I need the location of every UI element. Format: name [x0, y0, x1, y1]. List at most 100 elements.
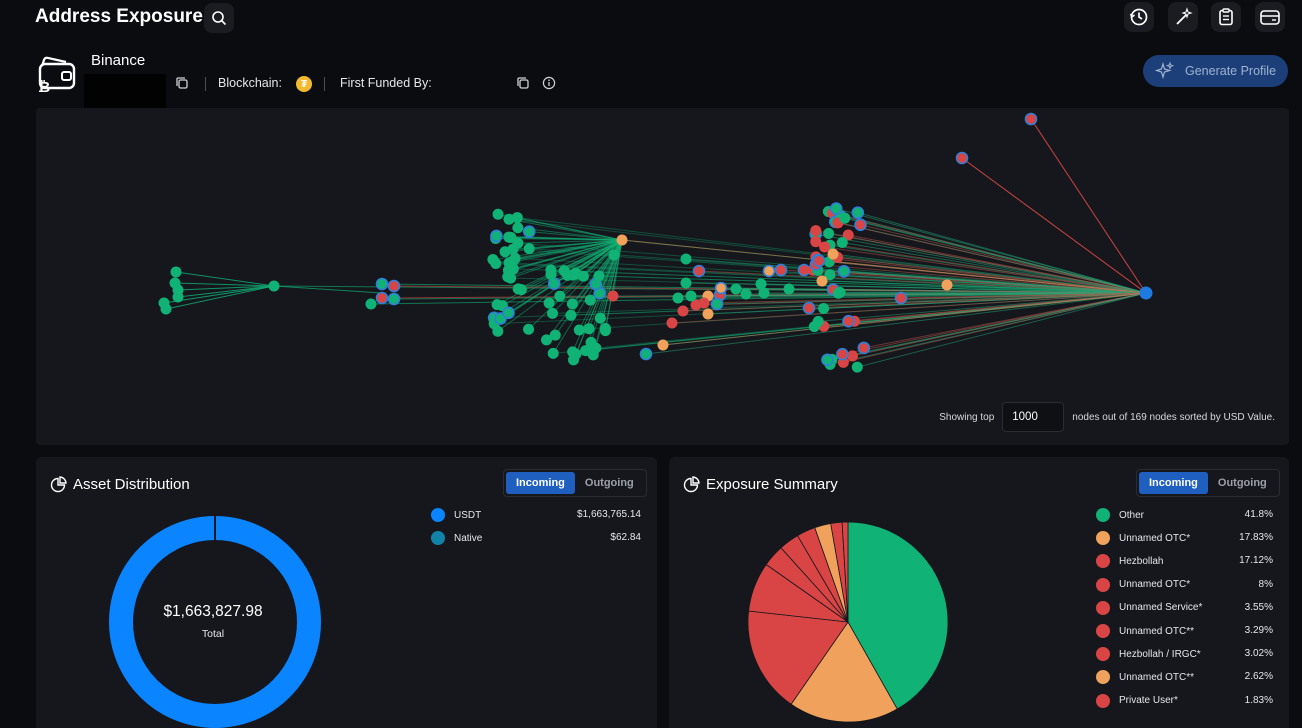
graph-node[interactable]	[941, 279, 953, 291]
incoming-tab[interactable]: Incoming	[1139, 472, 1208, 494]
copy-funder-icon[interactable]	[516, 76, 530, 90]
graph-node[interactable]	[829, 202, 843, 215]
graph-node[interactable]	[499, 246, 511, 258]
graph-node[interactable]	[573, 324, 585, 336]
graph-node[interactable]	[608, 249, 620, 261]
graph-node[interactable]	[740, 288, 752, 300]
graph-node[interactable]	[802, 301, 816, 315]
legend-item[interactable]: Unnamed OTC**	[1096, 668, 1194, 686]
graph-node[interactable]	[758, 287, 770, 299]
graph-node[interactable]	[268, 280, 280, 292]
graph-node[interactable]	[810, 236, 822, 248]
graph-node[interactable]	[160, 303, 172, 315]
graph-node[interactable]	[1024, 112, 1038, 126]
graph-node[interactable]	[375, 277, 389, 291]
graph-node[interactable]	[587, 349, 599, 361]
graph-node[interactable]	[594, 312, 606, 324]
graph-node[interactable]	[823, 227, 835, 239]
graph-node[interactable]	[503, 257, 515, 269]
outgoing-tab[interactable]: Outgoing	[584, 477, 634, 489]
graph-node[interactable]	[824, 269, 836, 281]
graph-node[interactable]	[672, 292, 684, 304]
graph-node[interactable]	[710, 297, 724, 311]
graph-node[interactable]	[837, 264, 851, 278]
graph-node[interactable]	[599, 325, 611, 337]
graph-node[interactable]	[832, 287, 844, 299]
graph-node[interactable]	[666, 317, 678, 329]
graph-node[interactable]	[857, 341, 871, 355]
graph-node[interactable]	[680, 277, 692, 289]
graph-node[interactable]	[730, 283, 742, 295]
graph-node[interactable]	[894, 291, 908, 305]
graph-node[interactable]	[387, 292, 401, 306]
graph-node[interactable]	[522, 225, 536, 238]
graph-node[interactable]	[577, 270, 589, 282]
graph-node[interactable]	[375, 291, 389, 305]
graph-node[interactable]	[558, 265, 570, 277]
generate-profile-button[interactable]: Generate Profile	[1143, 55, 1288, 87]
graph-node[interactable]	[846, 350, 858, 362]
graph-node[interactable]	[523, 243, 535, 255]
graph-node[interactable]	[490, 229, 503, 243]
graph-node[interactable]	[566, 298, 578, 310]
graph-node[interactable]	[762, 264, 776, 278]
graph-node[interactable]	[554, 290, 566, 302]
graph-node[interactable]	[812, 315, 824, 327]
graph-node[interactable]	[567, 346, 579, 358]
graph-node[interactable]	[714, 281, 728, 295]
graph-node[interactable]	[387, 279, 401, 293]
clipboard-button[interactable]	[1211, 2, 1241, 32]
graph-node[interactable]	[547, 307, 559, 319]
graph-node[interactable]	[523, 323, 535, 335]
exposure-graph[interactable]: Showing top nodes out of 169 nodes sorte…	[36, 108, 1289, 445]
outgoing-tab[interactable]: Outgoing	[1217, 477, 1267, 489]
graph-node[interactable]	[816, 275, 828, 287]
graph-node[interactable]	[172, 284, 184, 296]
graph-node[interactable]	[677, 305, 689, 317]
graph-node[interactable]	[955, 151, 969, 165]
pie-slice[interactable]	[790, 621, 898, 723]
graph-node[interactable]	[755, 278, 767, 290]
graph-node[interactable]	[543, 297, 555, 309]
graph-node[interactable]	[504, 232, 516, 244]
top-nodes-input[interactable]	[1002, 402, 1065, 432]
graph-node[interactable]	[566, 269, 578, 281]
graph-node[interactable]	[503, 213, 515, 225]
legend-item[interactable]: Unnamed OTC*	[1096, 576, 1190, 594]
legend-item[interactable]: Unnamed Service*	[1096, 599, 1202, 617]
network-graph[interactable]	[36, 108, 1289, 445]
graph-node[interactable]	[491, 299, 503, 311]
copy-address-icon[interactable]	[175, 76, 189, 90]
graph-node[interactable]	[685, 290, 697, 302]
graph-node[interactable]	[549, 329, 561, 341]
info-icon[interactable]	[542, 76, 556, 90]
graph-node[interactable]	[819, 241, 831, 253]
graph-node[interactable]	[842, 229, 854, 241]
graph-node[interactable]	[812, 254, 826, 267]
graph-node[interactable]	[839, 212, 851, 224]
graph-node[interactable]	[502, 306, 515, 320]
graph-node[interactable]	[616, 234, 628, 246]
graph-node[interactable]	[541, 334, 553, 346]
graph-node[interactable]	[827, 248, 839, 260]
legend-item[interactable]: Private User*	[1096, 692, 1178, 710]
graph-node[interactable]	[585, 336, 597, 348]
graph-node[interactable]	[854, 218, 867, 232]
graph-node[interactable]	[511, 212, 523, 224]
graph-node[interactable]	[836, 347, 849, 361]
legend-item[interactable]: Native	[431, 529, 482, 547]
graph-node[interactable]	[836, 236, 848, 248]
graph-node[interactable]	[657, 339, 669, 351]
legend-item[interactable]: USDT	[431, 506, 481, 524]
incoming-tab[interactable]: Incoming	[506, 472, 575, 494]
graph-node[interactable]	[702, 308, 714, 320]
graph-node[interactable]	[783, 283, 795, 295]
graph-node[interactable]	[851, 361, 863, 373]
graph-node[interactable]	[547, 347, 559, 359]
target-address-node[interactable]	[1139, 286, 1153, 300]
graph-node[interactable]	[512, 283, 524, 295]
graph-node[interactable]	[842, 314, 855, 328]
graph-node[interactable]	[698, 297, 710, 309]
legend-item[interactable]: Other	[1096, 506, 1144, 524]
graph-node[interactable]	[639, 347, 653, 361]
